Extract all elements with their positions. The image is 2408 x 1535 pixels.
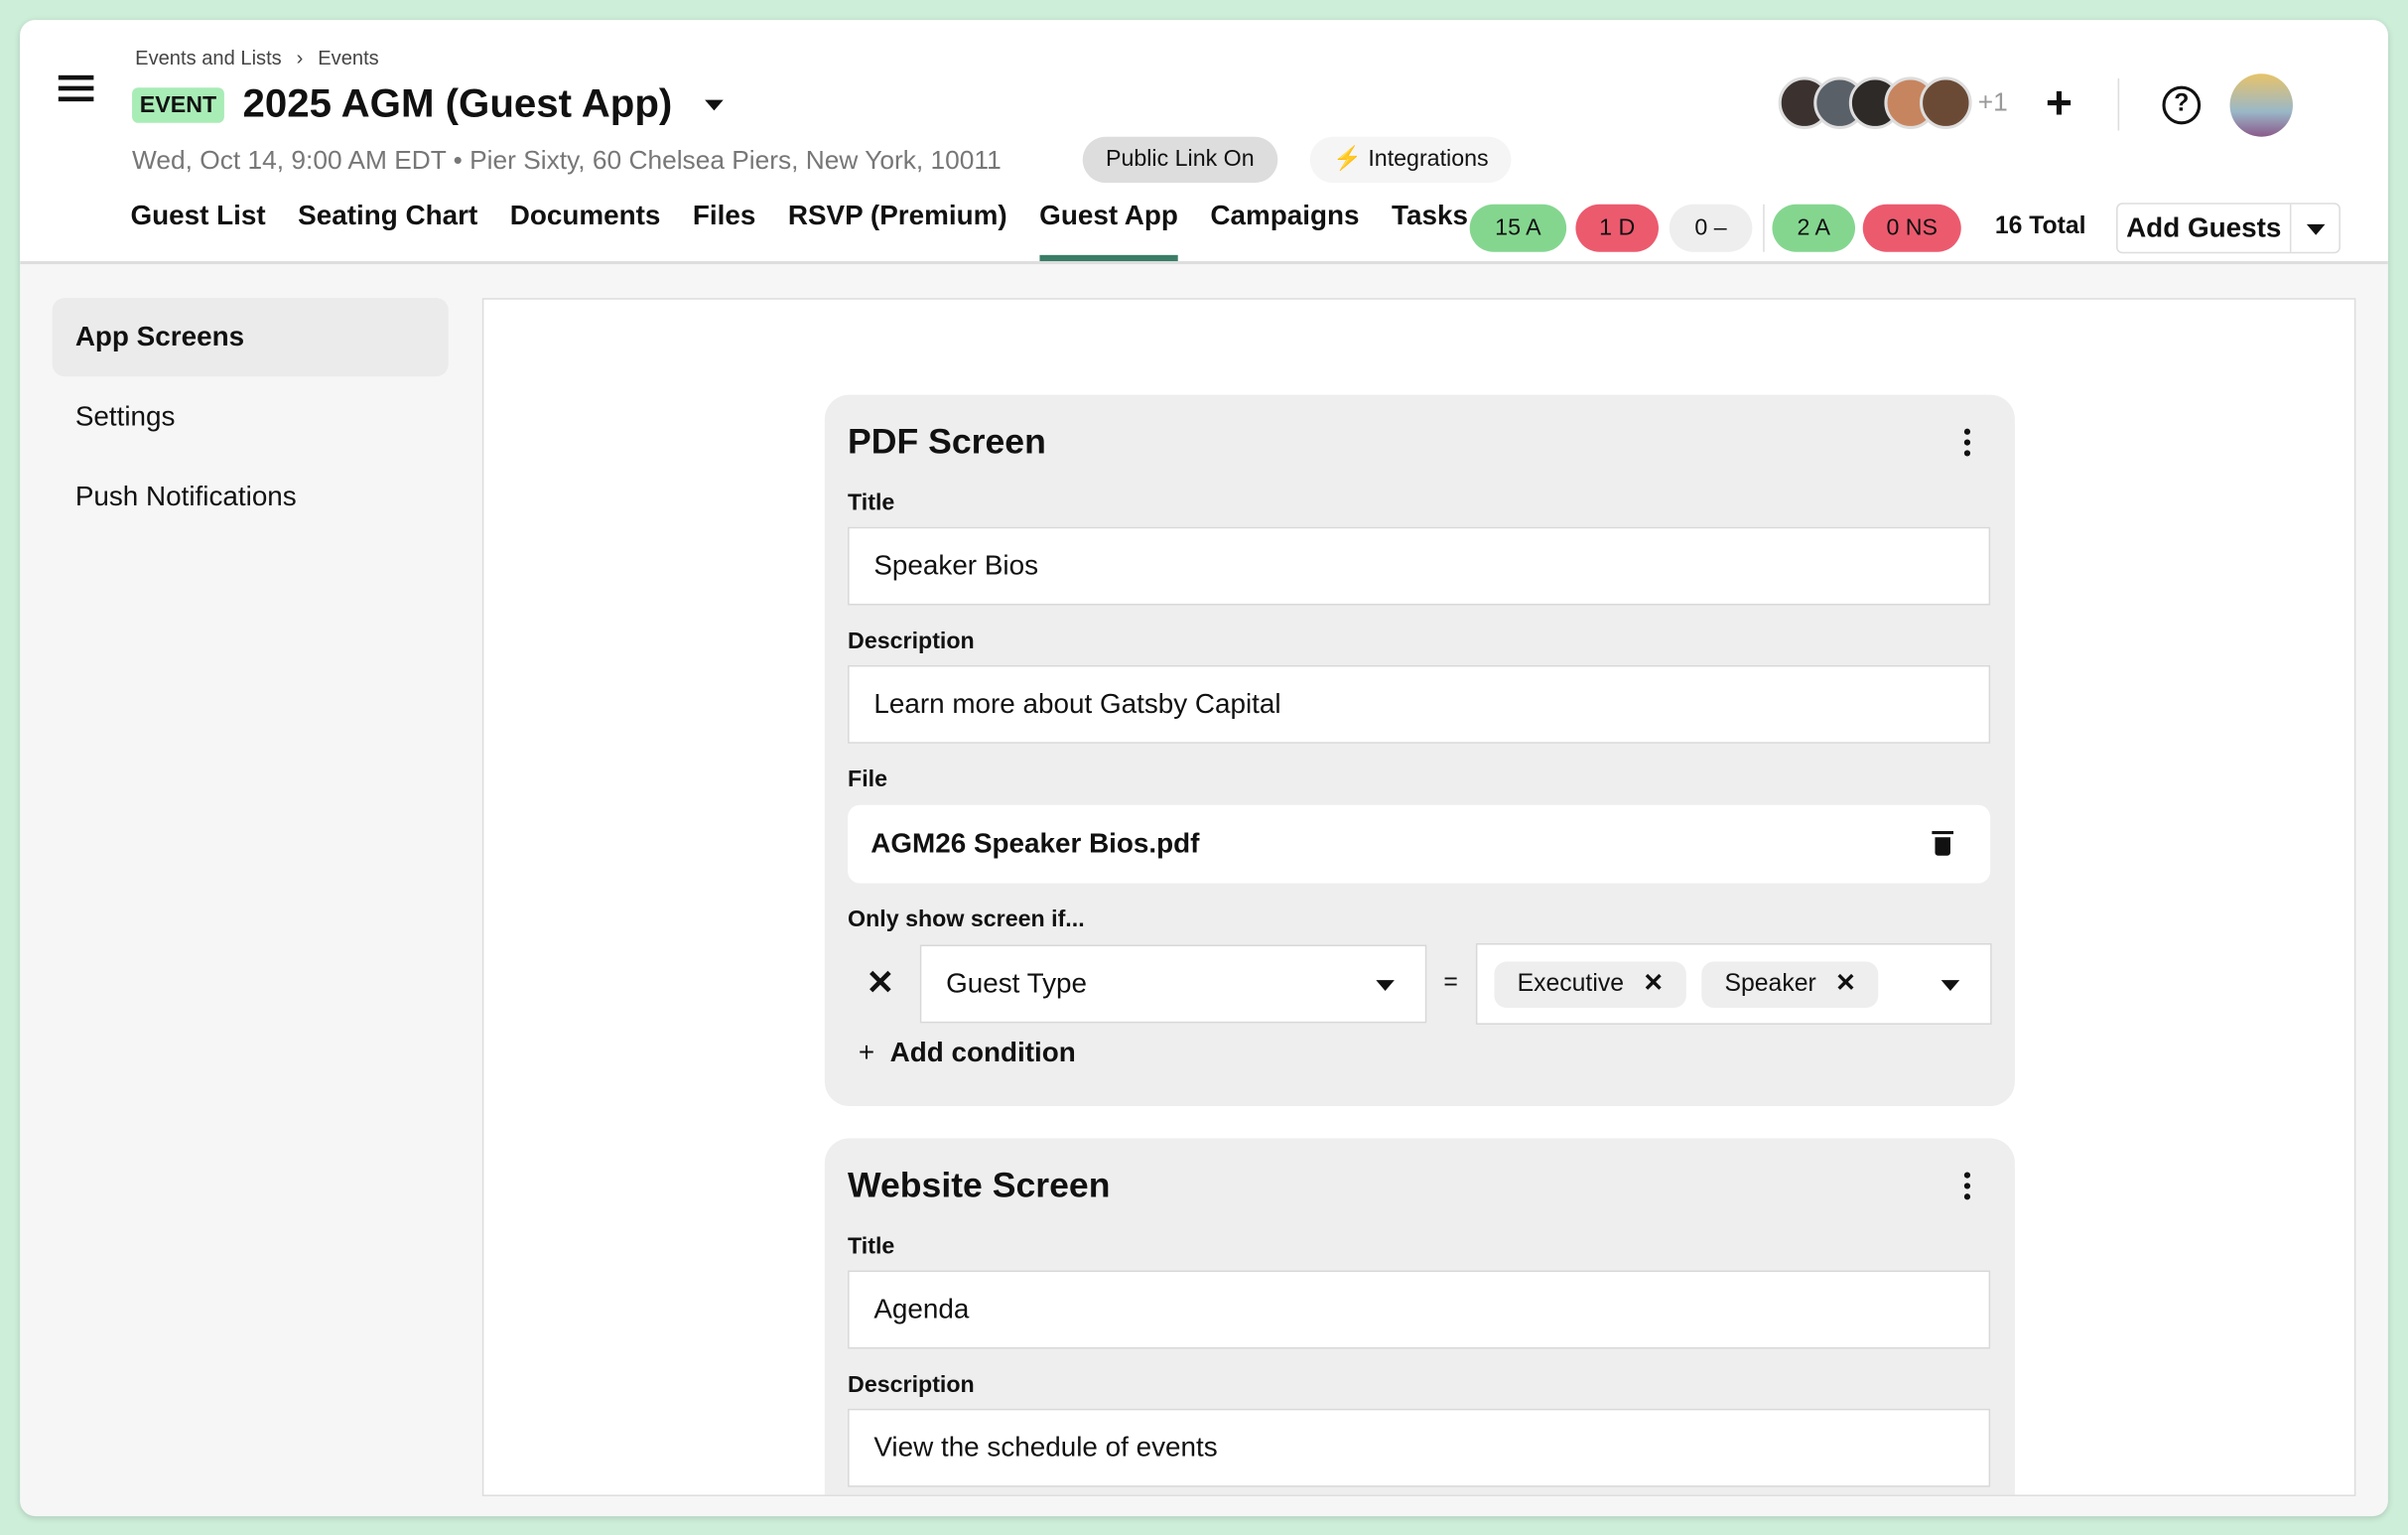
- avatar: [1920, 76, 1972, 129]
- add-guests-dropdown-button[interactable]: [2291, 205, 2339, 252]
- value-chip-speaker: Speaker ✕: [1701, 961, 1879, 1008]
- active-tab-underline: [1039, 254, 1178, 262]
- tab-guest-list[interactable]: Guest List: [130, 200, 266, 231]
- breadcrumb: Events and Lists › Events: [135, 46, 379, 69]
- event-badge: EVENT: [132, 87, 224, 123]
- breadcrumb-events[interactable]: Events: [318, 46, 379, 70]
- title-input[interactable]: Speaker Bios: [848, 526, 1991, 606]
- more-options-icon[interactable]: [1963, 1172, 1971, 1204]
- title-input[interactable]: Agenda: [848, 1270, 1991, 1349]
- caret-down-icon: [1376, 980, 1395, 991]
- description-input[interactable]: View the schedule of events: [848, 1408, 1991, 1487]
- integrations-button[interactable]: ⚡ Integrations: [1309, 136, 1512, 184]
- lightning-icon: ⚡: [1332, 145, 1362, 173]
- tab-documents[interactable]: Documents: [509, 200, 661, 231]
- value-chip-executive: Executive ✕: [1494, 961, 1686, 1008]
- header-divider: [2117, 77, 2120, 131]
- condition-operator: =: [1443, 969, 1458, 996]
- more-options-icon[interactable]: [1963, 428, 1971, 461]
- add-condition-label: Add condition: [889, 1037, 1076, 1068]
- public-link-button[interactable]: Public Link On: [1082, 136, 1277, 184]
- card-title: Website Screen: [848, 1164, 1111, 1205]
- caret-down-icon: [2306, 223, 2326, 235]
- chevron-right-icon: ›: [296, 46, 304, 70]
- file-name[interactable]: AGM26 Speaker Bios.pdf: [870, 827, 1200, 859]
- remove-condition-icon[interactable]: ✕: [866, 963, 895, 1002]
- tab-rsvp[interactable]: RSVP (Premium): [787, 200, 1007, 231]
- file-label: File: [848, 767, 888, 793]
- description-label: Description: [848, 628, 975, 655]
- collaborators-more: +1: [1977, 87, 2008, 117]
- add-collaborator-icon[interactable]: +: [2045, 77, 2073, 129]
- caret-down-icon: [1940, 980, 1960, 991]
- count-no-show[interactable]: 0 NS: [1862, 204, 1961, 252]
- count-accepted[interactable]: 15 A: [1469, 204, 1567, 252]
- event-title: 2025 AGM (Guest App): [242, 79, 673, 126]
- chip-label: Executive: [1517, 970, 1624, 998]
- trash-icon[interactable]: [1932, 831, 1954, 856]
- file-row: AGM26 Speaker Bios.pdf: [848, 804, 1991, 884]
- title-dropdown-caret-icon[interactable]: [705, 99, 724, 111]
- count-divider: [1763, 204, 1765, 252]
- hamburger-menu-icon[interactable]: [58, 74, 94, 103]
- integrations-label: Integrations: [1368, 145, 1489, 173]
- add-guests-button[interactable]: Add Guests: [2118, 204, 2292, 252]
- chip-label: Speaker: [1724, 970, 1816, 998]
- tab-campaigns[interactable]: Campaigns: [1210, 200, 1360, 231]
- breadcrumb-events-and-lists[interactable]: Events and Lists: [135, 46, 282, 70]
- description-label: Description: [848, 1371, 975, 1398]
- condition-field-select[interactable]: Guest Type: [919, 944, 1427, 1024]
- event-subtitle: Wed, Oct 14, 9:00 AM EDT • Pier Sixty, 6…: [132, 145, 1002, 176]
- total-count: 16 Total: [1994, 213, 2086, 240]
- remove-chip-icon[interactable]: ✕: [1834, 970, 1856, 998]
- count-declined[interactable]: 1 D: [1575, 204, 1659, 252]
- title-label: Title: [848, 489, 895, 516]
- sidebar-item-app-screens[interactable]: App Screens: [52, 298, 449, 377]
- count-attended[interactable]: 2 A: [1772, 204, 1856, 252]
- collaborators[interactable]: +1: [1778, 76, 2008, 129]
- header: Events and Lists › Events EVENT 2025 AGM…: [20, 20, 2388, 265]
- add-condition-button[interactable]: + Add condition: [859, 1037, 1076, 1068]
- tab-files[interactable]: Files: [692, 200, 756, 231]
- sidebar-item-settings[interactable]: Settings: [74, 400, 176, 432]
- count-pending[interactable]: 0 –: [1669, 204, 1753, 252]
- description-input[interactable]: Learn more about Gatsby Capital: [848, 664, 1991, 744]
- title-label: Title: [848, 1233, 895, 1260]
- tab-guest-app[interactable]: Guest App: [1039, 200, 1178, 262]
- condition-field-value: Guest Type: [946, 967, 1088, 999]
- tab-seating-chart[interactable]: Seating Chart: [298, 200, 478, 231]
- condition-label: Only show screen if...: [848, 906, 1085, 933]
- plus-icon: +: [858, 1037, 875, 1068]
- add-guests-split-button: Add Guests: [2116, 203, 2341, 254]
- user-avatar[interactable]: [2229, 73, 2293, 137]
- remove-chip-icon[interactable]: ✕: [1643, 970, 1664, 998]
- condition-values-select[interactable]: Executive ✕ Speaker ✕: [1475, 942, 1992, 1025]
- main-panel: PDF Screen Title Speaker Bios Descriptio…: [481, 298, 2356, 1496]
- website-screen-card: Website Screen Title Agenda Description …: [824, 1138, 2015, 1495]
- help-icon[interactable]: ?: [2162, 85, 2202, 125]
- sidebar-item-push-notifications[interactable]: Push Notifications: [74, 481, 297, 512]
- app-window: Events and Lists › Events EVENT 2025 AGM…: [20, 20, 2388, 1517]
- tab-tasks[interactable]: Tasks: [1392, 200, 1468, 231]
- pdf-screen-card: PDF Screen Title Speaker Bios Descriptio…: [824, 394, 2015, 1106]
- card-title: PDF Screen: [848, 420, 1046, 462]
- tab-bar: Guest List Seating Chart Documents Files…: [130, 200, 1468, 262]
